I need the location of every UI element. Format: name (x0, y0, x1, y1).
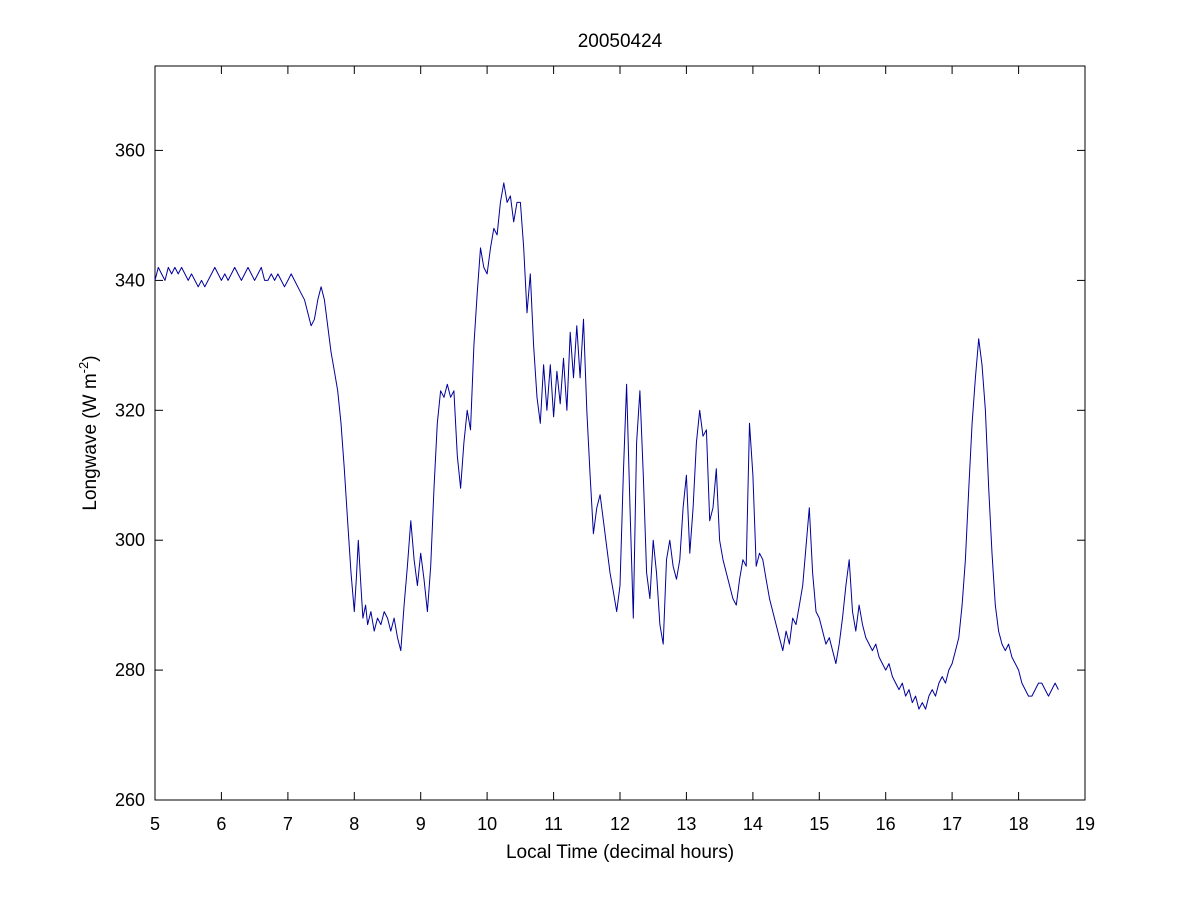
x-tick-label: 6 (216, 814, 226, 834)
x-tick-label: 17 (942, 814, 962, 834)
y-tick-label: 320 (115, 400, 145, 420)
chart-title: 20050424 (578, 31, 663, 52)
y-tick-label: 280 (115, 660, 145, 680)
x-tick-label: 10 (477, 814, 497, 834)
x-axis-ticks: 5 6 7 8 9 10 11 12 13 14 15 16 17 18 19 (150, 66, 1095, 834)
x-tick-label: 19 (1075, 814, 1095, 834)
x-tick-label: 13 (676, 814, 696, 834)
data-line-longwave (154, 182, 1059, 710)
y-tick-label: 340 (115, 270, 145, 290)
x-tick-label: 16 (876, 814, 896, 834)
x-axis-label: Local Time (decimal hours) (506, 842, 734, 863)
x-tick-label: 9 (416, 814, 426, 834)
x-tick-label: 12 (610, 814, 630, 834)
x-tick-label: 18 (1009, 814, 1029, 834)
y-axis-label-suffix: ) (80, 355, 101, 361)
x-tick-label: 11 (544, 814, 563, 834)
y-axis-label-prefix: Longwave (W m (80, 373, 101, 510)
y-axis-label: Longwave (W m-2) (76, 355, 101, 510)
y-axis-ticks: 260 280 300 320 340 360 (115, 140, 1085, 810)
y-tick-label: 260 (115, 790, 145, 810)
x-tick-label: 15 (809, 814, 829, 834)
x-tick-label: 7 (283, 814, 293, 834)
x-tick-label: 5 (150, 814, 160, 834)
y-tick-label: 300 (115, 530, 145, 550)
y-tick-label: 360 (115, 140, 145, 160)
plot-area (154, 65, 1086, 801)
x-tick-label: 8 (349, 814, 359, 834)
y-axis-label-superscript: -2 (76, 362, 91, 374)
x-tick-label: 14 (743, 814, 763, 834)
data-series (154, 182, 1059, 710)
